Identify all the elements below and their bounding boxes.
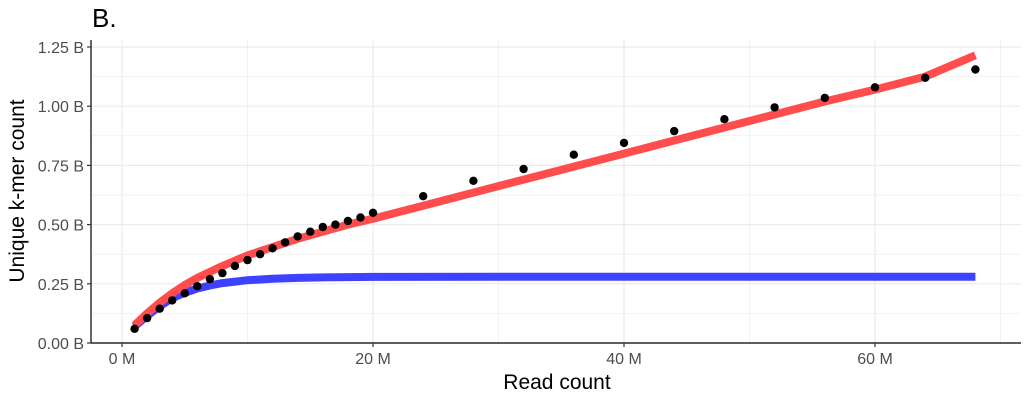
y-tick-label: 0.50 B (38, 218, 84, 235)
data-point (356, 213, 365, 222)
x-tick-label: 0 M (109, 351, 136, 368)
data-point (155, 304, 164, 313)
data-point (318, 222, 327, 232)
data-point (770, 103, 779, 112)
y-tick-label: 0.75 B (38, 158, 84, 175)
data-point (519, 164, 528, 174)
y-tick-label: 0.00 B (38, 336, 84, 353)
data-point (306, 227, 315, 236)
data-point (469, 176, 478, 185)
y-tick-label: 0.25 B (38, 277, 84, 294)
data-point (670, 126, 679, 136)
data-point (820, 93, 829, 103)
data-point (280, 238, 290, 247)
x-tick-label: 20 M (355, 351, 391, 368)
data-point (255, 250, 265, 259)
data-point (368, 208, 378, 217)
data-point (142, 313, 152, 323)
data-point (921, 73, 930, 83)
data-point (193, 282, 202, 291)
y-tick-label: 1.00 B (38, 99, 84, 116)
red-fit-line (131, 51, 977, 329)
chart-title: B. (92, 3, 117, 33)
axes (90, 40, 1021, 344)
data-point (331, 220, 340, 229)
data-point (419, 192, 428, 201)
data-point (243, 255, 252, 265)
x-tick-label: 40 M (606, 351, 642, 368)
tick-labels: 0.00 B 0.25 B 0.50 B 0.75 B 1.00 B 1.25 B 0 M 2… (38, 40, 893, 368)
data-point (971, 65, 980, 74)
y-axis-title: Unique k-mer count (6, 99, 29, 282)
series-layer (130, 51, 980, 333)
data-point (343, 216, 353, 226)
data-point (293, 232, 302, 241)
data-point (218, 268, 227, 278)
x-axis-title: Read count (503, 371, 611, 394)
data-point (720, 115, 729, 124)
data-point (569, 150, 578, 159)
data-point (268, 244, 277, 253)
data-point (619, 138, 629, 148)
y-tick-label: 1.25 B (38, 40, 84, 57)
x-tick-label: 60 M (857, 351, 893, 368)
data-point (180, 289, 189, 298)
data-point (870, 83, 880, 92)
data-point (168, 296, 177, 305)
data-point (205, 274, 215, 284)
data-point (230, 261, 240, 271)
data-point (130, 324, 139, 333)
